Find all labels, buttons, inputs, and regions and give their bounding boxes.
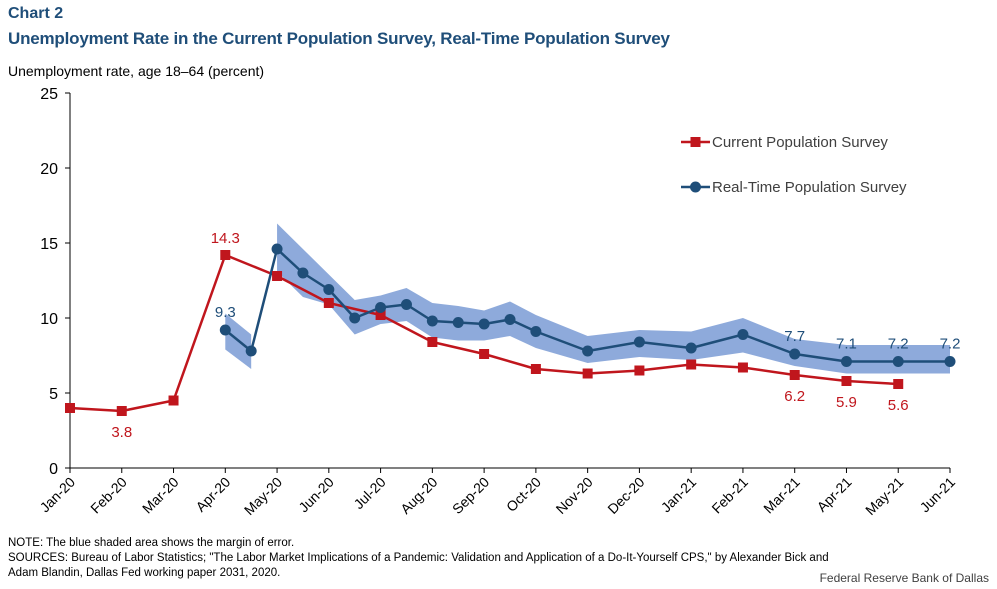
x-tick-label: Apr-20 [192,474,233,515]
data-labels: 3.8 14.3 6.2 5.9 5.6 9.3 7.7 7.1 7.2 7.2 [111,230,960,441]
legend-rps-label: Real-Time Population Survey [712,179,907,196]
legend-cps-marker [690,137,701,147]
y-tick-label: 25 [40,86,58,103]
rps-point [840,356,852,367]
rps-point [400,299,412,310]
rps-point [426,315,438,327]
rps-point [685,342,697,354]
x-tick-label: Jun-21 [917,474,959,516]
cps-point [375,310,386,320]
x-tick-label: Dec-20 [604,474,647,517]
x-tick-label: Jul-20 [350,474,388,512]
x-tick-label: Sep-20 [449,474,492,517]
x-tick-label: Apr-21 [814,474,855,515]
cps-point [789,370,800,380]
x-tick-label: Nov-20 [553,474,596,517]
x-tick-label: Oct-20 [503,474,544,515]
rps-point [323,284,335,295]
cps-point [893,379,904,389]
rps-point [219,324,231,336]
series-group [65,243,956,416]
cps-point [65,403,75,413]
chart-number: Chart 2 [8,5,64,22]
rps-point [504,314,516,325]
cps-point [323,298,334,308]
cps-point [737,362,748,373]
rps-data-label: 7.2 [940,336,961,353]
rps-point [582,345,594,357]
legend-cps-label: Current Population Survey [712,134,888,151]
chart-note: NOTE: The blue shaded area shows the mar… [8,537,295,549]
cps-point [841,376,852,386]
cps-point [582,368,593,379]
y-axis-label: Unemployment rate, age 18–64 (percent) [8,63,265,79]
cps-data-label: 5.9 [836,394,857,411]
x-tick-label: Jun-20 [295,474,337,516]
rps-point [375,302,387,313]
cps-point [168,395,179,406]
x-tick-label: Aug-20 [397,474,440,517]
y-tick-label: 15 [40,236,58,253]
cps-point [479,349,490,359]
x-tick-label: May-20 [241,474,285,518]
cps-data-label: 6.2 [784,388,805,405]
cps-data-label: 5.6 [888,397,909,414]
y-tick-label: 20 [40,161,58,178]
rps-data-label: 7.1 [836,336,857,353]
rps-point [452,317,464,328]
chart-title: Unemployment Rate in the Current Populat… [8,29,670,48]
rps-point [530,326,542,337]
x-tick-label: May-21 [862,474,906,518]
legend-rps-marker [690,181,701,193]
cps-point [272,271,283,281]
cps-point [634,365,645,376]
rps-point [478,318,490,330]
y-tick-label: 5 [49,386,58,403]
rps-point [633,336,645,348]
x-tick-label: Jan-21 [658,474,700,516]
sources-line-1: SOURCES: Bureau of Labor Statistics; "Th… [8,552,829,564]
rps-data-label: 9.3 [215,304,236,321]
x-tick-label: Mar-20 [139,474,182,517]
rps-point [789,348,801,360]
rps-point [737,329,749,340]
rps-point [245,345,257,357]
rps-point [892,356,904,367]
legend: Current Population Survey Real-Time Popul… [681,134,907,196]
margin-of-error-band [277,223,950,374]
cps-point [427,337,438,347]
rps-point [297,267,309,279]
rps-point [944,356,956,367]
cps-data-label: 14.3 [211,230,240,247]
source-credit: Federal Reserve Bank of Dallas [819,571,989,585]
cps-point [530,364,541,374]
cps-point [686,359,697,370]
x-tick-label: Mar-21 [760,474,803,517]
rps-data-label: 7.2 [888,336,909,353]
sources-line-2: Adam Blandin, Dallas Fed working paper 2… [8,567,281,579]
cps-data-label: 3.8 [111,424,132,441]
x-tick-label: Feb-20 [87,474,130,517]
cps-point [220,250,231,260]
rps-data-label: 7.7 [784,328,805,345]
x-tick-label: Feb-21 [708,474,751,517]
rps-point [349,312,361,324]
rps-point [271,243,283,255]
y-tick-label: 10 [40,311,58,328]
x-tick-label: Jan-20 [37,474,79,516]
cps-point [116,406,127,416]
y-tick-label: 0 [49,461,58,478]
